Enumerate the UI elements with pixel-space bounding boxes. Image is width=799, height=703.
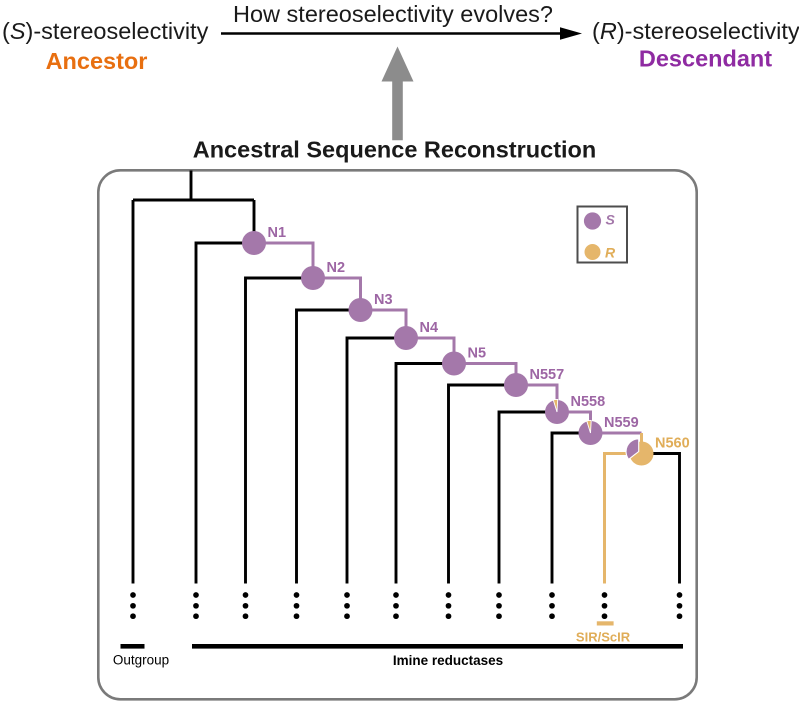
svg-text:Descendant: Descendant [639,46,772,72]
svg-text:N5: N5 [468,346,487,362]
svg-text:SIR/ScIR: SIR/ScIR [576,630,631,645]
svg-text:R: R [605,245,616,261]
svg-text:N559: N559 [604,415,639,431]
svg-text:N4: N4 [420,320,439,336]
svg-text:Ancestral Sequence Reconstruct: Ancestral Sequence Reconstruction [193,137,597,163]
svg-text:Outgroup: Outgroup [113,653,169,668]
svg-text:S: S [606,212,616,228]
svg-text:N2: N2 [327,260,346,276]
svg-text:N560: N560 [655,436,690,452]
svg-text:Imine reductases: Imine reductases [393,653,503,668]
svg-text:N557: N557 [530,367,565,383]
svg-text:(S)-stereoselectivity: (S)-stereoselectivity [2,18,209,44]
svg-text:N558: N558 [571,394,606,410]
svg-text:(R)-stereoselectivity: (R)-stereoselectivity [592,18,799,44]
svg-text:N1: N1 [268,225,287,241]
svg-text:Ancestor: Ancestor [46,48,148,74]
svg-text:How stereoselectivity evolves?: How stereoselectivity evolves? [233,1,553,27]
svg-text:N3: N3 [374,292,393,308]
